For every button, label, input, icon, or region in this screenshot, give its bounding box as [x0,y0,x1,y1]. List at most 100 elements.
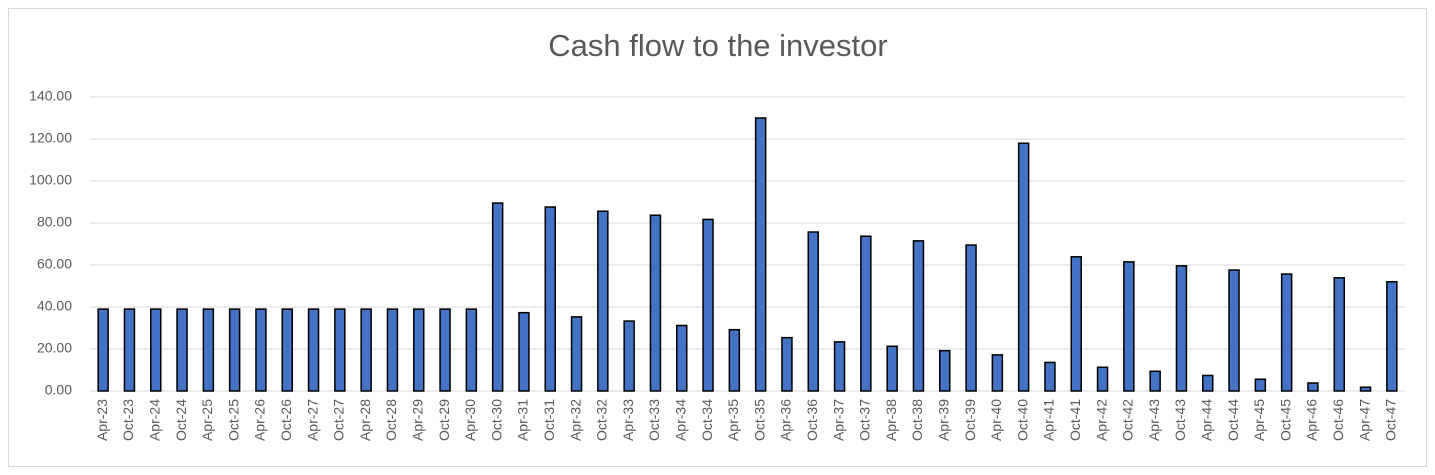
bar [676,324,688,392]
x-tick-label: Apr-29 [409,399,425,441]
y-tick-label: 60.00 [37,256,72,272]
x-tick-label: Oct-44 [1225,399,1241,441]
x-tick-label: Oct-29 [436,399,452,441]
x-tick-label: Apr-40 [988,399,1004,441]
x-tick-label: Oct-27 [331,399,347,441]
y-tick-label: 120.00 [29,130,72,146]
bar [1359,386,1372,392]
y-tick-label: 100.00 [29,172,72,188]
bar [465,308,478,392]
x-tick-label: Apr-30 [462,399,478,441]
x-tick-label: Apr-31 [515,399,531,441]
bar [360,308,372,392]
x-tick-label: Oct-45 [1277,399,1293,441]
x-tick-label: Apr-46 [1304,399,1320,441]
bar [860,235,872,392]
bar [991,354,1004,392]
bar [97,308,109,392]
x-tick-label: Apr-36 [778,399,794,441]
x-tick-label: Apr-27 [304,399,320,441]
bar [1280,273,1293,392]
bar [228,308,241,392]
bar [807,231,819,392]
bar [1096,366,1109,392]
bar [1307,382,1319,392]
x-tick-label: Oct-38 [909,399,925,441]
bar [334,308,346,392]
bar [307,308,320,392]
x-tick-label: Apr-34 [672,399,688,441]
bar [1386,281,1398,392]
bar [176,308,188,392]
x-tick-label: Apr-26 [252,399,268,441]
bar [597,210,609,392]
x-tick-label: Apr-47 [1356,399,1372,441]
bar [123,308,136,392]
x-tick-label: Apr-23 [94,399,110,441]
y-tick-label: 80.00 [37,214,72,230]
bar [439,308,451,392]
x-tick-label: Apr-25 [199,399,215,441]
x-tick-label: Apr-44 [1198,399,1214,441]
x-tick-label: Oct-47 [1383,399,1399,441]
x-tick-label: Oct-33 [646,399,662,441]
bar [150,308,162,392]
chart-title: Cash flow to the investor [548,28,887,63]
x-tick-label: Oct-41 [1067,399,1083,441]
bar [386,308,399,392]
bar [1070,256,1082,392]
bar [912,240,925,392]
bar [544,206,556,392]
y-tick-label: 140.00 [29,88,72,104]
x-tick-label: Oct-28 [383,399,399,441]
bar [1254,378,1267,392]
x-tick-label: Oct-43 [1172,399,1188,441]
bar [939,349,951,392]
x-tick-label: Apr-33 [620,399,636,441]
bar [1228,269,1240,392]
bar [1175,265,1188,392]
bar [1202,374,1214,392]
bar [491,202,504,392]
bar [728,328,741,392]
bar [570,316,583,392]
y-tick-label: 0.00 [45,382,72,398]
bar [754,117,767,392]
bar [649,214,662,392]
bar [702,218,714,392]
chart-border [8,8,1427,467]
bar [965,244,977,392]
x-tick-label: Oct-32 [594,399,610,441]
x-tick-label: Oct-31 [541,399,557,441]
x-tick-label: Oct-39 [962,399,978,441]
x-tick-label: Oct-35 [751,399,767,441]
x-tick-label: Apr-35 [725,399,741,441]
bar [886,345,898,392]
x-tick-label: Oct-40 [1014,399,1030,441]
x-tick-label: Apr-45 [1251,399,1267,441]
x-tick-label: Oct-30 [488,399,504,441]
y-tick-label: 40.00 [37,298,72,314]
x-tick-label: Oct-25 [225,399,241,441]
x-tick-label: Oct-23 [120,399,136,441]
x-tick-label: Oct-42 [1120,399,1136,441]
x-tick-label: Apr-28 [357,399,373,441]
bar [255,308,267,392]
x-tick-label: Apr-43 [1146,399,1162,441]
bar [518,311,530,392]
x-tick-label: Oct-26 [278,399,294,441]
x-tick-label: Apr-38 [883,399,899,441]
bar [1149,370,1161,392]
x-tick-label: Apr-41 [1041,399,1057,441]
x-tick-label: Apr-24 [146,399,162,441]
x-tick-label: Oct-46 [1330,399,1346,441]
bar [281,308,293,392]
x-tick-label: Oct-34 [699,399,715,441]
x-tick-label: Oct-36 [804,399,820,441]
x-tick-label: Oct-24 [173,399,189,441]
bar [623,320,635,392]
bar [1333,277,1345,392]
bar [781,336,793,392]
